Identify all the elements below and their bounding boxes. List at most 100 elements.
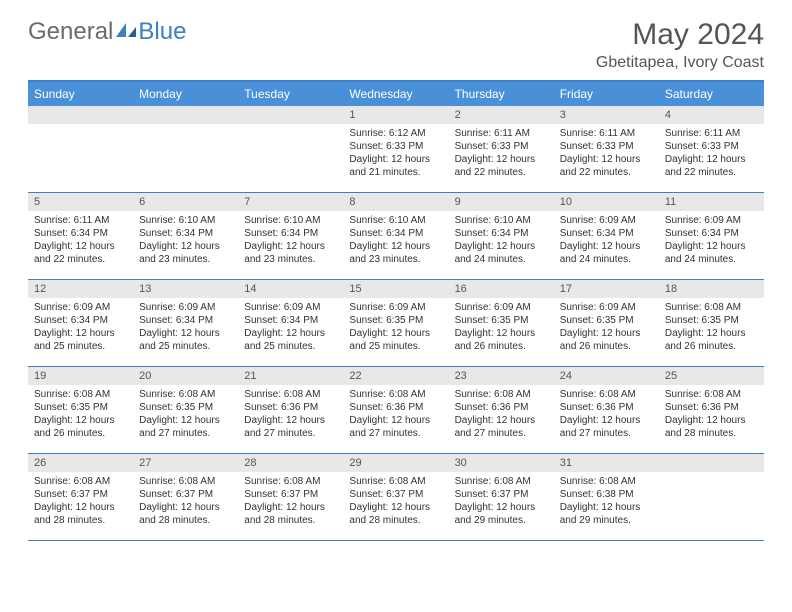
daylight-line: Daylight: 12 hours and 29 minutes. — [455, 501, 548, 527]
daylight-line: Daylight: 12 hours and 28 minutes. — [349, 501, 442, 527]
daylight-line: Daylight: 12 hours and 28 minutes. — [34, 501, 127, 527]
sunset-line: Sunset: 6:37 PM — [34, 488, 127, 501]
day-number: 3 — [554, 106, 659, 124]
weekday-sunday: Sunday — [28, 82, 133, 106]
day-number — [659, 454, 764, 472]
sunset-line: Sunset: 6:36 PM — [455, 401, 548, 414]
sunset-line: Sunset: 6:36 PM — [349, 401, 442, 414]
sunset-line: Sunset: 6:34 PM — [560, 227, 653, 240]
sunrise-line: Sunrise: 6:08 AM — [665, 388, 758, 401]
sunrise-line: Sunrise: 6:09 AM — [455, 301, 548, 314]
day-number: 28 — [238, 454, 343, 472]
day-cell: 25Sunrise: 6:08 AMSunset: 6:36 PMDayligh… — [659, 367, 764, 453]
weekday-friday: Friday — [554, 82, 659, 106]
daylight-line: Daylight: 12 hours and 25 minutes. — [34, 327, 127, 353]
day-body: Sunrise: 6:09 AMSunset: 6:34 PMDaylight:… — [659, 211, 764, 272]
day-number: 13 — [133, 280, 238, 298]
day-body: Sunrise: 6:10 AMSunset: 6:34 PMDaylight:… — [449, 211, 554, 272]
sunrise-line: Sunrise: 6:11 AM — [34, 214, 127, 227]
day-number: 27 — [133, 454, 238, 472]
sunrise-line: Sunrise: 6:09 AM — [665, 214, 758, 227]
day-body: Sunrise: 6:10 AMSunset: 6:34 PMDaylight:… — [133, 211, 238, 272]
sunrise-line: Sunrise: 6:10 AM — [139, 214, 232, 227]
day-cell: 20Sunrise: 6:08 AMSunset: 6:35 PMDayligh… — [133, 367, 238, 453]
daylight-line: Daylight: 12 hours and 27 minutes. — [349, 414, 442, 440]
sunset-line: Sunset: 6:34 PM — [34, 314, 127, 327]
weekday-saturday: Saturday — [659, 82, 764, 106]
sunrise-line: Sunrise: 6:08 AM — [244, 388, 337, 401]
daylight-line: Daylight: 12 hours and 28 minutes. — [665, 414, 758, 440]
sunset-line: Sunset: 6:33 PM — [560, 140, 653, 153]
day-cell: 27Sunrise: 6:08 AMSunset: 6:37 PMDayligh… — [133, 454, 238, 540]
day-cell — [28, 106, 133, 192]
weekday-header-row: SundayMondayTuesdayWednesdayThursdayFrid… — [28, 82, 764, 106]
day-number: 29 — [343, 454, 448, 472]
sunset-line: Sunset: 6:36 PM — [665, 401, 758, 414]
logo-text-a: General — [28, 18, 113, 46]
day-body: Sunrise: 6:08 AMSunset: 6:36 PMDaylight:… — [449, 385, 554, 446]
day-cell: 31Sunrise: 6:08 AMSunset: 6:38 PMDayligh… — [554, 454, 659, 540]
sunrise-line: Sunrise: 6:08 AM — [560, 475, 653, 488]
sunrise-line: Sunrise: 6:09 AM — [34, 301, 127, 314]
week-row: 19Sunrise: 6:08 AMSunset: 6:35 PMDayligh… — [28, 367, 764, 454]
day-number — [133, 106, 238, 124]
location: Gbetitapea, Ivory Coast — [596, 54, 764, 72]
daylight-line: Daylight: 12 hours and 22 minutes. — [455, 153, 548, 179]
sunrise-line: Sunrise: 6:09 AM — [349, 301, 442, 314]
day-cell: 26Sunrise: 6:08 AMSunset: 6:37 PMDayligh… — [28, 454, 133, 540]
day-body: Sunrise: 6:08 AMSunset: 6:37 PMDaylight:… — [133, 472, 238, 533]
day-body: Sunrise: 6:10 AMSunset: 6:34 PMDaylight:… — [343, 211, 448, 272]
sunset-line: Sunset: 6:36 PM — [244, 401, 337, 414]
week-row: 26Sunrise: 6:08 AMSunset: 6:37 PMDayligh… — [28, 454, 764, 541]
day-number: 16 — [449, 280, 554, 298]
day-cell — [238, 106, 343, 192]
day-body: Sunrise: 6:08 AMSunset: 6:36 PMDaylight:… — [659, 385, 764, 446]
day-cell: 24Sunrise: 6:08 AMSunset: 6:36 PMDayligh… — [554, 367, 659, 453]
weekday-monday: Monday — [133, 82, 238, 106]
sunrise-line: Sunrise: 6:08 AM — [244, 475, 337, 488]
weeks-container: 1Sunrise: 6:12 AMSunset: 6:33 PMDaylight… — [28, 106, 764, 541]
day-number: 9 — [449, 193, 554, 211]
sunset-line: Sunset: 6:35 PM — [139, 401, 232, 414]
sunset-line: Sunset: 6:38 PM — [560, 488, 653, 501]
sunrise-line: Sunrise: 6:10 AM — [455, 214, 548, 227]
day-number: 30 — [449, 454, 554, 472]
day-number: 23 — [449, 367, 554, 385]
sunset-line: Sunset: 6:34 PM — [34, 227, 127, 240]
sunset-line: Sunset: 6:35 PM — [34, 401, 127, 414]
sunset-line: Sunset: 6:35 PM — [560, 314, 653, 327]
daylight-line: Daylight: 12 hours and 26 minutes. — [665, 327, 758, 353]
sunrise-line: Sunrise: 6:12 AM — [349, 127, 442, 140]
day-body: Sunrise: 6:09 AMSunset: 6:35 PMDaylight:… — [343, 298, 448, 359]
daylight-line: Daylight: 12 hours and 23 minutes. — [139, 240, 232, 266]
sunrise-line: Sunrise: 6:08 AM — [455, 475, 548, 488]
day-body: Sunrise: 6:09 AMSunset: 6:34 PMDaylight:… — [28, 298, 133, 359]
sunrise-line: Sunrise: 6:08 AM — [34, 475, 127, 488]
day-cell: 16Sunrise: 6:09 AMSunset: 6:35 PMDayligh… — [449, 280, 554, 366]
sunrise-line: Sunrise: 6:11 AM — [560, 127, 653, 140]
day-number: 2 — [449, 106, 554, 124]
day-cell: 15Sunrise: 6:09 AMSunset: 6:35 PMDayligh… — [343, 280, 448, 366]
sunrise-line: Sunrise: 6:08 AM — [34, 388, 127, 401]
week-row: 12Sunrise: 6:09 AMSunset: 6:34 PMDayligh… — [28, 280, 764, 367]
day-cell: 13Sunrise: 6:09 AMSunset: 6:34 PMDayligh… — [133, 280, 238, 366]
day-body: Sunrise: 6:09 AMSunset: 6:35 PMDaylight:… — [449, 298, 554, 359]
daylight-line: Daylight: 12 hours and 27 minutes. — [244, 414, 337, 440]
day-body: Sunrise: 6:12 AMSunset: 6:33 PMDaylight:… — [343, 124, 448, 185]
day-body: Sunrise: 6:11 AMSunset: 6:33 PMDaylight:… — [659, 124, 764, 185]
daylight-line: Daylight: 12 hours and 26 minutes. — [455, 327, 548, 353]
daylight-line: Daylight: 12 hours and 22 minutes. — [665, 153, 758, 179]
day-cell: 22Sunrise: 6:08 AMSunset: 6:36 PMDayligh… — [343, 367, 448, 453]
sunrise-line: Sunrise: 6:08 AM — [349, 388, 442, 401]
day-number: 19 — [28, 367, 133, 385]
daylight-line: Daylight: 12 hours and 27 minutes. — [139, 414, 232, 440]
calendar-grid: SundayMondayTuesdayWednesdayThursdayFrid… — [28, 80, 764, 541]
day-body: Sunrise: 6:08 AMSunset: 6:37 PMDaylight:… — [28, 472, 133, 533]
sunrise-line: Sunrise: 6:09 AM — [139, 301, 232, 314]
weekday-wednesday: Wednesday — [343, 82, 448, 106]
weekday-thursday: Thursday — [449, 82, 554, 106]
day-number: 20 — [133, 367, 238, 385]
day-body: Sunrise: 6:11 AMSunset: 6:33 PMDaylight:… — [554, 124, 659, 185]
sunrise-line: Sunrise: 6:09 AM — [560, 214, 653, 227]
day-number: 15 — [343, 280, 448, 298]
